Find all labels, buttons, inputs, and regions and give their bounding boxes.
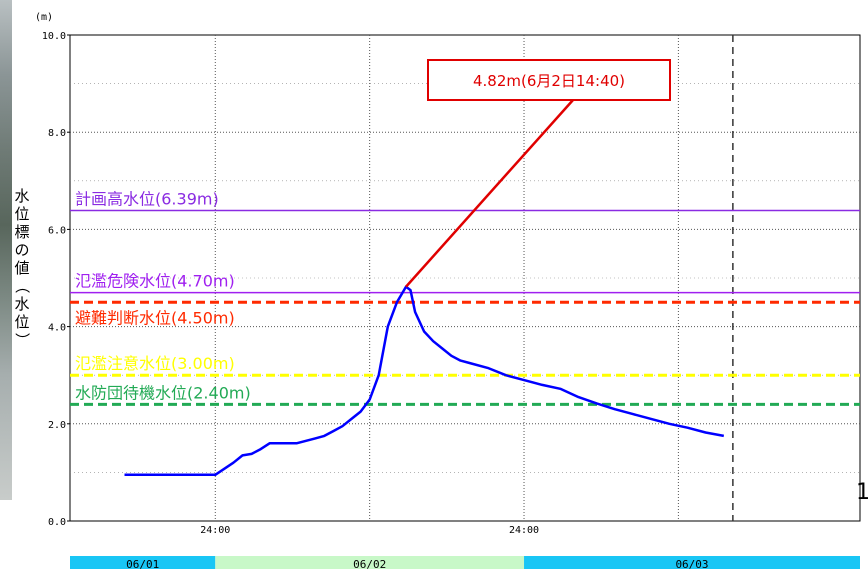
reference-lines: 計画高水位(6.39m) 氾濫危険水位(4.70m) 避難判断水位(4.50m) 氾濫… [70, 189, 860, 406]
y-label-char: 水 [14, 187, 29, 205]
reference-line-label: 水防団待機水位(2.40m) [75, 383, 251, 402]
annotation-text: 4.82m(6月2日14:40) [473, 72, 625, 90]
date-bar: 06/01 06/02 06/03 [70, 556, 860, 569]
y-label-char: 位 [14, 313, 29, 331]
date-bar-label: 06/02 [353, 558, 386, 569]
plot-frame [69, 34, 861, 522]
y-label-char: 水 [14, 295, 29, 313]
date-bar-segment [70, 556, 216, 569]
date-bar-segment [215, 556, 525, 569]
background-photo-fragment [0, 0, 12, 500]
series-line [124, 285, 725, 477]
series-group [124, 285, 725, 477]
reference-line-label: 氾濫危険水位(4.70m) [75, 272, 235, 291]
x-axis: 24:00 24:00 [200, 525, 539, 536]
y-tick-label: 0.0 [48, 517, 66, 528]
peak-annotation: 4.82m(6月2日14:40) [405, 59, 671, 288]
grid-lines [70, 35, 860, 521]
y-tick-label: 4.0 [48, 323, 66, 334]
y-tick-label: 2.0 [48, 420, 66, 431]
annotation-box [427, 59, 671, 101]
date-bar-segment [524, 556, 860, 569]
x-tick-label: 24:00 [200, 525, 230, 536]
y-axis: 0.0 2.0 4.0 6.0 8.0 10.0 (m) [35, 12, 70, 528]
y-tick-label: 6.0 [48, 225, 66, 236]
date-bar-label: 06/03 [675, 558, 708, 569]
x-tick-label: 24:00 [509, 525, 539, 536]
y-label-char: ） [13, 332, 31, 347]
y-label-char: の [14, 241, 29, 259]
y-label-char: 標 [14, 223, 29, 241]
annotation-leader-line [405, 99, 574, 288]
y-label-char: （ [13, 278, 31, 293]
reference-line-label: 計画高水位(6.39m) [75, 189, 219, 208]
edge-text-fragment: 1 [856, 480, 868, 505]
reference-line-label: 避難判断水位(4.50m) [75, 308, 235, 327]
plot-area [69, 34, 861, 522]
unit-label: (m) [35, 12, 53, 23]
y-label-char: 値 [14, 259, 29, 277]
reference-line-label: 氾濫注意水位(3.00m) [75, 354, 235, 373]
y-tick-label: 8.0 [48, 128, 66, 139]
y-label-char: 位 [14, 205, 29, 223]
date-bar-label: 06/01 [126, 558, 159, 569]
y-tick-label: 10.0 [42, 31, 66, 42]
